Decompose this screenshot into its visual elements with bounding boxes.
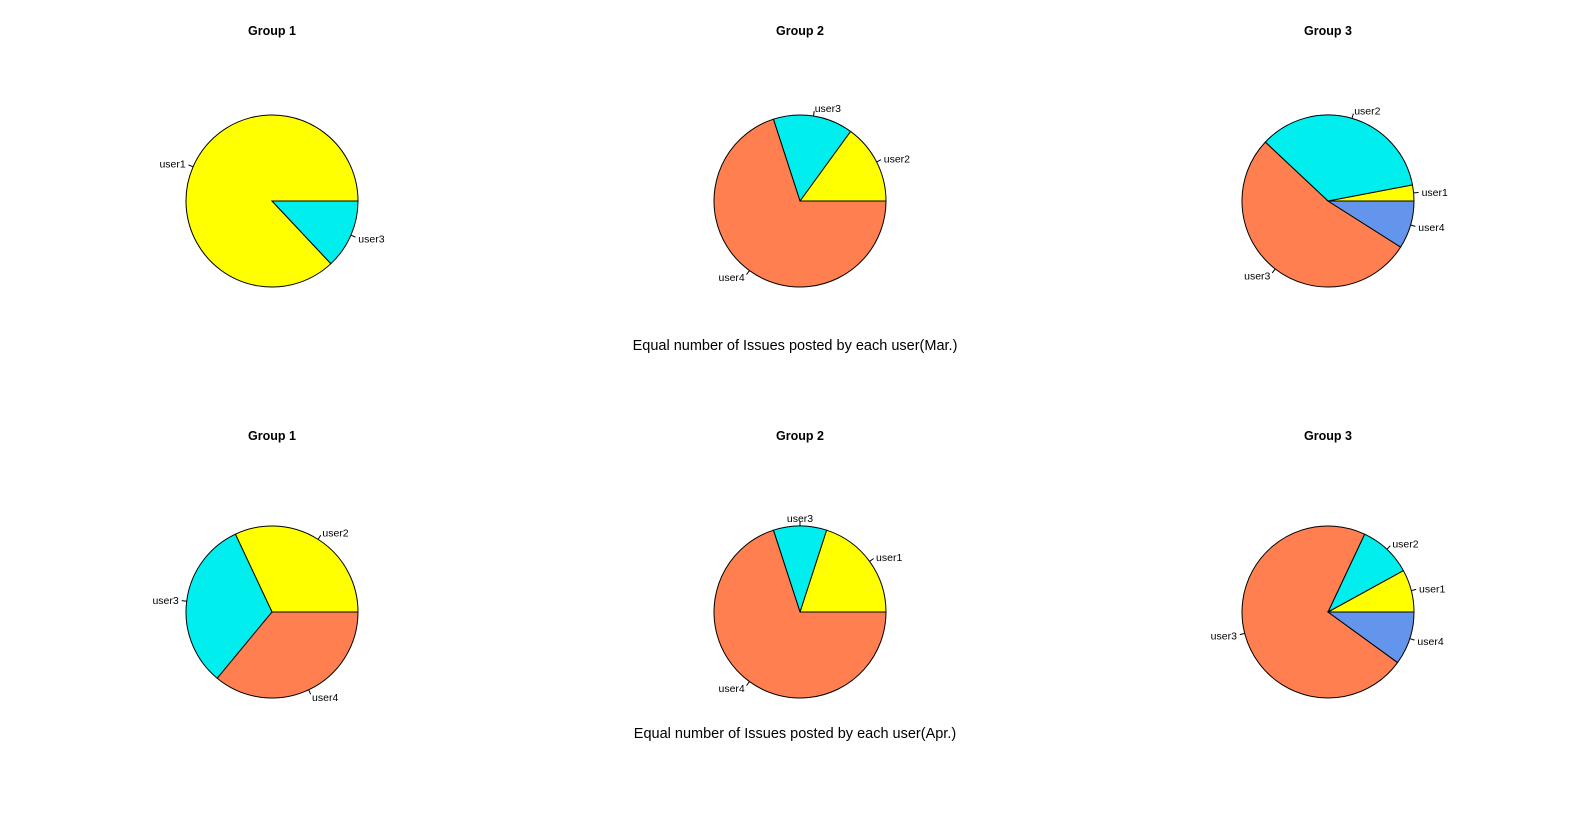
- row-caption-apr: Equal number of Issues posted by each us…: [634, 726, 956, 742]
- pie-slice-label: user4: [312, 692, 338, 704]
- pie-title: Group 2: [776, 429, 824, 443]
- pie-slice-label: user1: [159, 159, 185, 171]
- pie-slice-user4: [713, 529, 887, 699]
- pie-title: Group 3: [1304, 429, 1352, 443]
- pie-slice-user4: [1326, 611, 1415, 664]
- pie-label-tick: [308, 689, 312, 695]
- pie-label-tick: [746, 681, 750, 686]
- pie-slice-label: user3: [152, 595, 178, 607]
- pie-slice-user3: [772, 114, 852, 203]
- pie-slice-label: user3: [358, 233, 384, 245]
- pie-label-tick: [876, 159, 882, 163]
- pie-slice-user3: [1241, 525, 1399, 699]
- pie-slice-user3: [185, 533, 273, 679]
- pie-panel-1: Group 1 user1 user3: [159, 24, 385, 288]
- pie-label-tick: [181, 600, 187, 602]
- pie-panel-3: Group 3 user1 user2 user3 user4: [1241, 24, 1448, 288]
- pie-title: Group 2: [776, 24, 824, 38]
- pie-slice-label: user1: [1422, 187, 1448, 199]
- pie-label-tick: [188, 164, 194, 168]
- pie-label-tick: [1351, 113, 1354, 119]
- pie-slice-user4: [216, 611, 359, 699]
- pie-slice-user4: [713, 118, 887, 288]
- pie-slice-user2: [1264, 114, 1414, 202]
- pie-slice-user2: [799, 130, 887, 202]
- pie-label-tick: [1410, 224, 1416, 227]
- pie-label-tick: [746, 270, 750, 275]
- pie-label-tick: [317, 534, 322, 540]
- pie-title: Group 1: [248, 429, 296, 443]
- pie-slice-label: user4: [718, 272, 744, 284]
- pie-slice-label: user3: [1244, 270, 1270, 282]
- pie-label-tick: [812, 111, 815, 117]
- pie-slice-user2: [234, 525, 359, 613]
- pie-slice-label: user2: [322, 528, 348, 540]
- pie-slice-label: user2: [1354, 106, 1380, 118]
- pie-slice-label: user3: [815, 103, 841, 115]
- pie-label-tick: [1271, 268, 1276, 274]
- pie-slice-label: user2: [1392, 538, 1418, 550]
- pie-label-tick: [1409, 638, 1415, 641]
- pie-panel-2: Group 2 user2 user3 user4: [713, 24, 910, 288]
- pie-label-tick: [1386, 545, 1391, 550]
- pie-slice-user4: [1326, 200, 1415, 248]
- pie-slice-label: user1: [876, 552, 902, 564]
- pie-slice-user3: [270, 200, 359, 265]
- pie-slice-user1: [799, 529, 887, 613]
- pie-label-tick: [1239, 632, 1245, 636]
- pie-slice-label: user1: [1419, 584, 1445, 596]
- pie-slice-label: user3: [787, 513, 813, 525]
- row-caption-mar: Equal number of Issues posted by each us…: [633, 338, 958, 354]
- pie-slice-label: user4: [1417, 636, 1443, 648]
- pie-panel-4: Group 1 user2 user3 user4: [152, 429, 359, 704]
- pie-label-tick: [350, 234, 356, 238]
- pie-slice-label: user3: [1211, 630, 1237, 642]
- pie-slice-label: user4: [718, 683, 744, 695]
- pie-label-tick: [1411, 588, 1417, 592]
- pie-panel-5: Group 2 user1 user3 user4: [713, 429, 902, 699]
- pie-title: Group 1: [248, 24, 296, 38]
- pie-label-tick: [869, 558, 874, 562]
- pie-panel-6: Group 3 user1 user2 user3 user4: [1211, 429, 1445, 699]
- pie-title: Group 3: [1304, 24, 1352, 38]
- pie-slice-label: user2: [884, 153, 910, 165]
- pie-slice-label: user4: [1418, 222, 1444, 234]
